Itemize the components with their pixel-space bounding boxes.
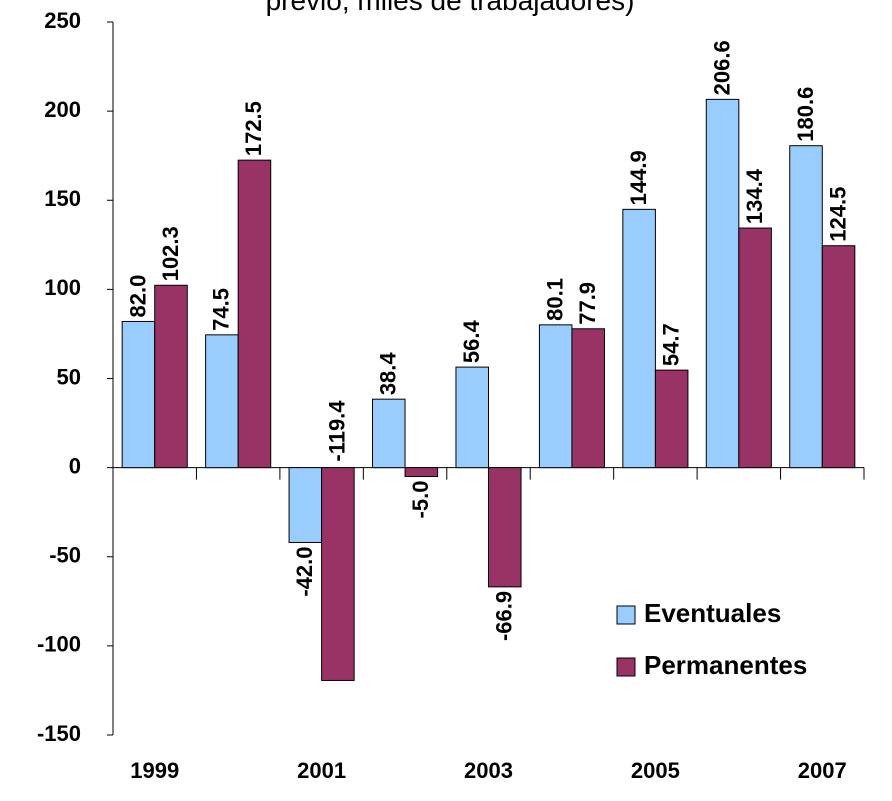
y-tick-label: -50	[49, 543, 81, 568]
bar	[455, 366, 489, 469]
value-label: 144.9	[626, 150, 651, 205]
bar	[538, 324, 573, 469]
bar	[237, 159, 272, 469]
value-label: 124.5	[825, 187, 850, 242]
bar	[705, 98, 740, 469]
y-tick-label: 250	[44, 8, 81, 33]
value-label: 77.9	[575, 282, 600, 325]
y-tick-label: -100	[37, 632, 81, 657]
y-tick-label: 0	[69, 453, 81, 478]
value-label: 134.4	[742, 168, 767, 224]
legend-swatch	[616, 605, 636, 625]
value-label: 102.3	[158, 226, 183, 281]
bar	[372, 398, 406, 469]
value-label: 74.5	[209, 288, 234, 331]
legend-label: Permanentes	[644, 650, 807, 680]
x-tick-label: 2005	[631, 758, 680, 783]
value-label: -5.0	[408, 481, 433, 519]
value-label: 82.0	[125, 275, 150, 318]
value-label: 172.5	[241, 101, 266, 156]
bar	[571, 328, 605, 469]
y-tick-label: 150	[44, 186, 81, 211]
x-tick-label: 2007	[798, 758, 847, 783]
bar	[821, 245, 856, 469]
legend-swatch	[616, 657, 636, 677]
value-label: -66.9	[492, 591, 517, 641]
y-tick-label: 50	[57, 364, 81, 389]
bar	[321, 467, 355, 681]
x-tick-label: 2003	[464, 758, 513, 783]
value-label: 56.4	[459, 320, 484, 364]
y-tick-label: 100	[44, 275, 81, 300]
value-label: -119.4	[325, 400, 350, 462]
y-tick-label: -150	[37, 721, 81, 746]
bar	[404, 467, 439, 478]
bar	[288, 467, 323, 543]
bar	[789, 145, 823, 469]
y-tick-label: 200	[44, 97, 81, 122]
x-tick-label: 1999	[130, 758, 179, 783]
x-tick-label: 2001	[297, 758, 346, 783]
chart-title: previo, miles de trabajadores)	[266, 0, 635, 16]
bar	[205, 334, 239, 469]
bar	[654, 369, 689, 469]
bar	[738, 227, 772, 469]
value-label: 206.6	[709, 40, 734, 95]
bar	[622, 208, 656, 469]
value-label: 54.7	[658, 323, 683, 366]
value-label: -42.0	[292, 546, 317, 596]
value-label: 80.1	[542, 278, 567, 321]
bar	[154, 284, 188, 469]
value-label: 180.6	[793, 87, 818, 142]
bar	[488, 467, 522, 588]
value-label: 38.4	[376, 352, 401, 396]
legend-label: Eventuales	[644, 598, 781, 628]
bar	[121, 320, 156, 469]
